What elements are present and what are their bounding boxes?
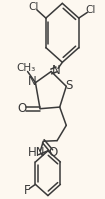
Text: N: N [28,75,37,88]
Text: N: N [52,64,61,77]
Text: S: S [66,79,73,92]
Text: F: F [24,184,31,197]
Text: Cl: Cl [28,2,39,12]
Text: O: O [18,102,27,115]
Text: HN: HN [28,146,45,159]
Text: CH₃: CH₃ [16,63,35,73]
Text: O: O [48,146,58,159]
Text: Cl: Cl [86,5,96,15]
